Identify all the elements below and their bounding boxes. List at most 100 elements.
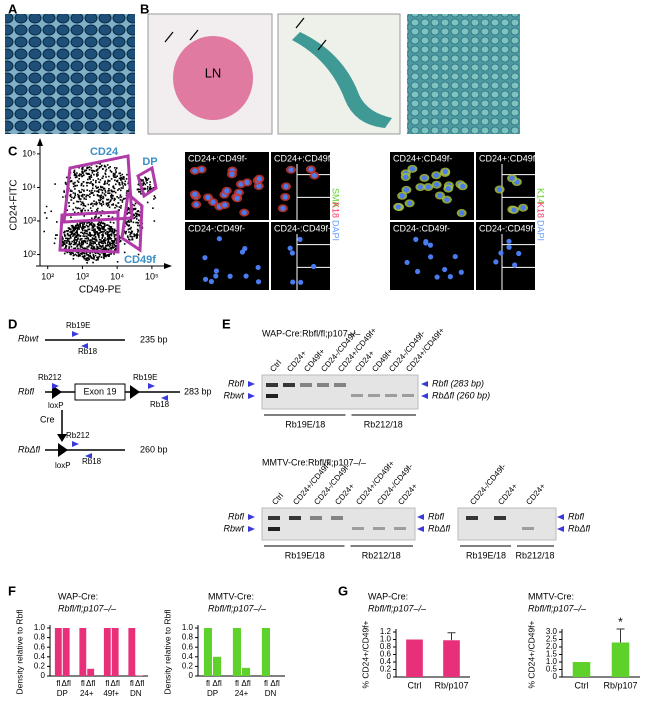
bar [232,628,241,676]
nucleus [427,242,434,248]
nucleus [234,195,240,201]
y-tick-label: 2.0 [546,642,558,651]
nucleus [520,205,526,211]
nucleus [404,259,410,266]
nucleus [288,167,294,173]
gel [457,507,557,541]
tile-label: CD24+:CD49f+ [479,153,541,163]
nucleus [216,236,222,242]
nucleus [445,185,451,192]
band-label: Rbfl (283 bp) [432,378,484,388]
x-tick-label: Rb/p107 [434,680,468,690]
primer-set-label: Rb19E/18 [285,550,325,560]
bar [62,628,70,676]
x-tick-label: DN [130,689,142,698]
nucleus [425,184,431,190]
y-tick-label: 0.4 [380,657,392,666]
nucleus [192,168,198,174]
y-tick-label: 10³ [23,215,36,225]
gate-label: CD24 [90,146,119,158]
primer [248,526,255,532]
arrow [295,17,305,29]
band [331,516,343,520]
nucleus [224,188,230,194]
nucleus [511,207,517,213]
chart-subtitle: Rbfl/fl;p107–/– [58,603,117,613]
primer-set-label: Rb19E/18 [466,550,506,560]
duct-stain [292,32,392,128]
band [373,527,385,530]
y-tick-label: 1.0 [182,623,194,632]
primer-label: Rb212 [66,431,90,440]
y-tick-label: 3.0 [546,627,558,636]
band [283,383,295,387]
bar [406,639,423,677]
micrograph [185,222,269,290]
band [494,516,506,520]
micrograph [476,222,535,290]
gel [261,507,416,541]
stain-label: K14 [536,188,546,204]
nucleus [516,250,522,257]
bar-label: Δfl [241,679,251,688]
x-tick-label: 24+ [235,689,249,698]
primer [421,393,428,399]
primer [72,441,79,447]
nucleus [403,187,410,193]
allele-label: Rbwt [18,333,39,343]
nucleus [213,273,219,279]
nucleus [244,179,250,186]
x-tick-label: DN [265,689,277,698]
y-tick-label: 1.0 [34,623,46,632]
band [268,516,280,520]
tile-label: CD24+:CD49f- [188,153,247,163]
nucleus [287,245,293,251]
x-tick-label: Ctrl [575,680,589,690]
stain-label: K18 [536,202,546,218]
x-tick-label: 10⁵ [145,271,159,281]
chart-subtitle: Rbfl/fl;p107–/– [368,603,427,613]
ln-label: LN [205,65,222,80]
gel-title: MMTV-Cre:Rbfl/fl;p107–/– [262,457,366,467]
panel-label: B [140,1,149,16]
chart-title: MMTV-Cre: [208,591,254,601]
nucleus [403,174,409,180]
band-label: RbΔfl (260 bp) [432,390,490,400]
nucleus [210,199,216,205]
nucleus [442,169,448,175]
gate [136,165,158,199]
y-tick-label: 1.5 [546,650,558,659]
y-tick-label: 0.4 [34,652,46,661]
primer [52,383,59,389]
cre-label: Cre [40,414,55,424]
loxp-label: loxP [55,461,71,470]
nucleus [498,250,504,256]
nucleus [434,274,440,280]
y-axis-label: % CD24+/CD49f+ [360,620,370,688]
nucleus [205,194,211,201]
panel-label: C [8,143,18,158]
loxp [58,443,68,457]
primer-label: Rb18 [78,347,98,356]
arrow [189,29,199,41]
nucleus [423,238,429,245]
size-label: 283 bp [184,386,212,396]
y-tick-label: 0 [387,672,392,681]
y-tick-label: 0.8 [380,642,392,651]
nucleus [433,172,439,178]
band [266,394,278,398]
nucleus [460,183,466,189]
x-tick-label: Ctrl [408,680,422,690]
nucleus [415,268,421,275]
nucleus [407,200,413,206]
y-tick-label: 0.6 [34,642,46,651]
band-label: RbΔfl [428,523,451,533]
nucleus [241,209,247,216]
y-tick-label: 0.2 [182,662,194,671]
nucleus [193,201,199,208]
y-tick-label: 0.4 [182,652,194,661]
y-tick-label: 0.6 [380,650,392,659]
primer-set-label: Rb19E/18 [285,419,325,429]
chart-title: WAP-Cre: [58,591,98,601]
